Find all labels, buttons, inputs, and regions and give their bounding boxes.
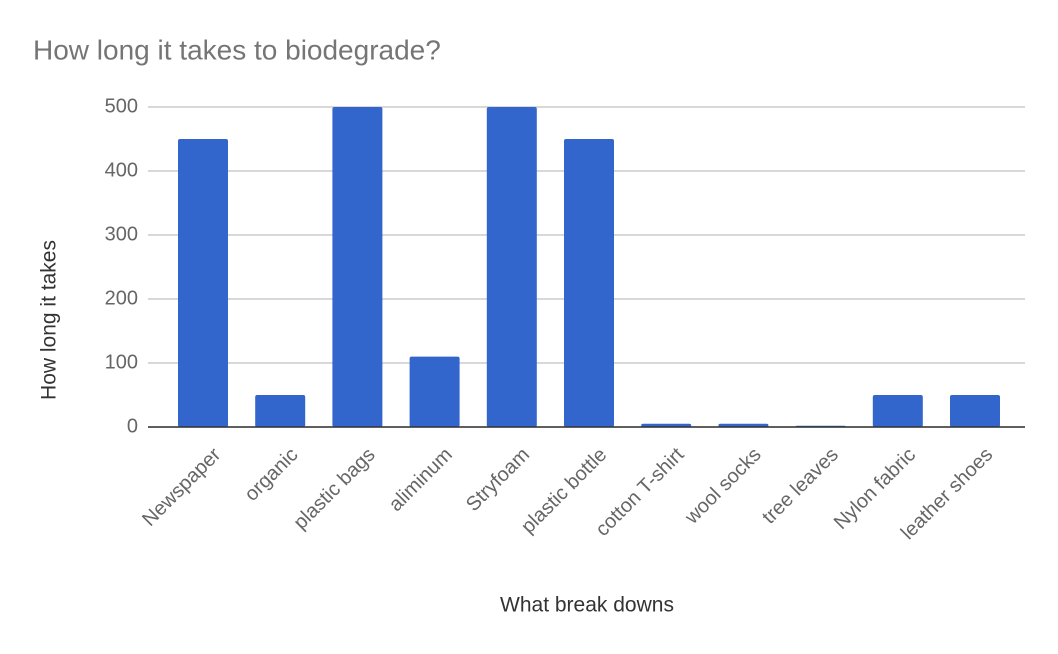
y-tick-label: 400 (105, 159, 138, 181)
bar (641, 423, 692, 427)
x-axis-label: What break downs (500, 594, 674, 617)
bar (178, 139, 228, 427)
x-tick-label: wool socks (680, 444, 765, 529)
chart-title: How long it takes to biodegrade? (33, 34, 441, 65)
y-tick-label: 0 (127, 415, 138, 437)
y-tick-label: 200 (105, 287, 138, 309)
y-tick-label: 100 (105, 351, 138, 373)
x-tick-label: plastic bags (289, 444, 379, 534)
bar (255, 395, 306, 427)
x-tick-label: Stryfoam (462, 444, 534, 516)
bar (950, 395, 1000, 427)
y-tick-label: 500 (105, 95, 138, 117)
bar (332, 107, 383, 427)
bar (872, 395, 923, 427)
y-axis-label: How long it takes (38, 240, 61, 400)
bar (564, 139, 614, 427)
y-tick-label: 300 (105, 223, 138, 245)
x-tick-label: Newspaper (138, 443, 225, 530)
x-tick-label: organic (241, 444, 303, 506)
x-tick-label: tree leaves (758, 444, 843, 529)
bar (486, 107, 537, 427)
bar (409, 356, 460, 427)
x-tick-label: aliminum (385, 444, 457, 516)
bar (718, 423, 769, 427)
